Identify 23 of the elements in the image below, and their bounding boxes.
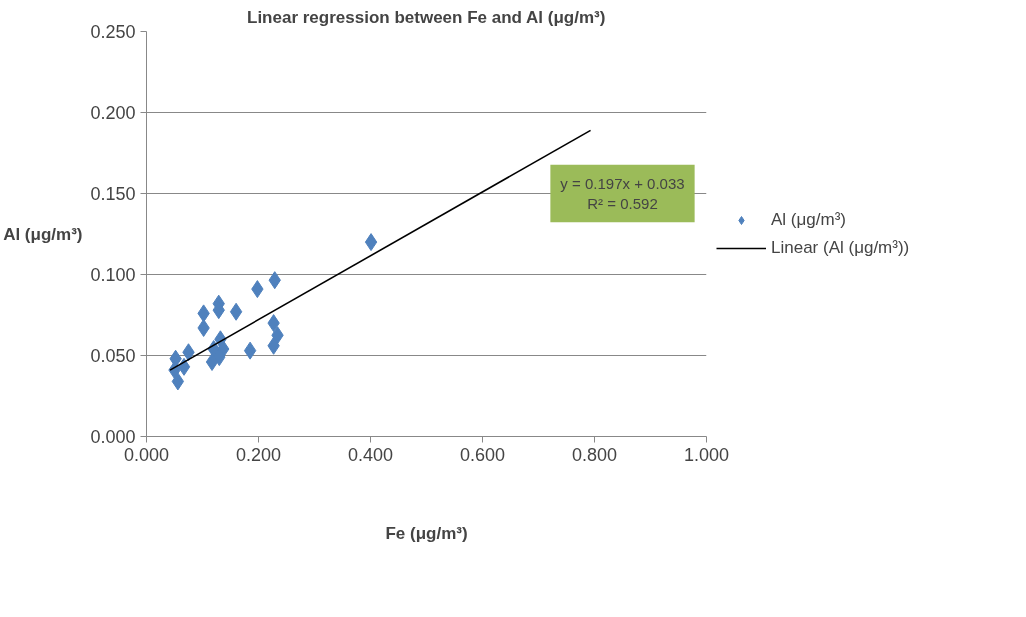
y-tick-label: 0.000 — [90, 427, 136, 447]
chart-title: Linear regression between Fe and Al (μg/m³) — [247, 7, 606, 27]
x-tick-label: 0.200 — [235, 444, 282, 465]
y-tick-label: 0.150 — [90, 184, 136, 204]
legend-label: Linear (Al (μg/m³)) — [771, 237, 910, 258]
x-tick-label: 0.600 — [459, 444, 506, 465]
y-tick-label: 0.050 — [90, 346, 136, 366]
x-tick-label: 1.000 — [683, 444, 730, 465]
legend-label: Al (μg/m³) — [771, 209, 846, 230]
y-tick-label: 0.100 — [90, 265, 136, 285]
point — [364, 233, 378, 252]
point — [243, 341, 257, 360]
y-tick-label: 0.250 — [90, 22, 136, 42]
point — [229, 302, 243, 321]
y-axis-title: Al (μg/m³) — [3, 224, 83, 244]
point — [171, 372, 185, 391]
x-tick-label: 0.000 — [123, 444, 170, 465]
x-tick-label: 0.400 — [347, 444, 394, 465]
x-tick-label: 0.800 — [571, 444, 618, 465]
point — [205, 352, 219, 371]
x-axis-title: Fe (μg/m³) — [385, 523, 468, 543]
annotation: y = 0.197x + 0.033 R² = 0.592 — [560, 174, 685, 213]
y-tick-label: 0.200 — [90, 103, 136, 123]
